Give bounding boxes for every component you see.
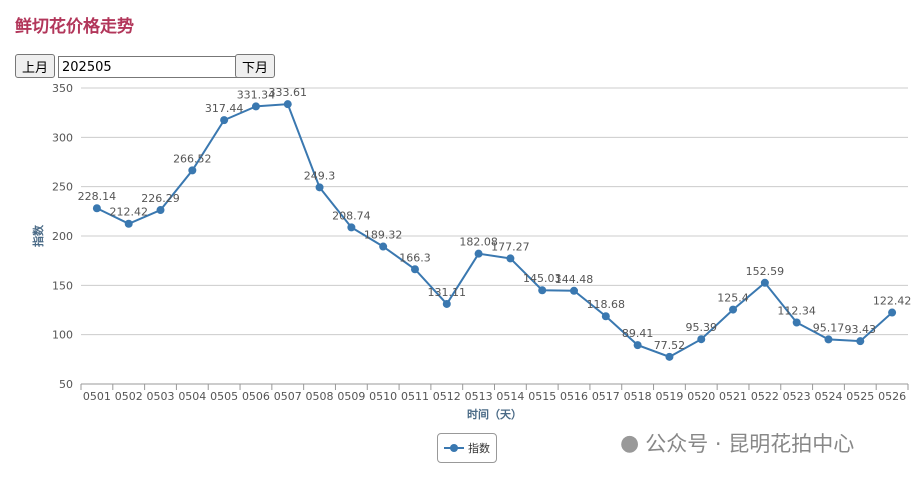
data-point — [665, 352, 674, 361]
x-tick-label: 0501 — [83, 390, 111, 403]
data-label: 189.32 — [364, 229, 403, 242]
data-label: 118.68 — [587, 298, 626, 311]
watermark: ● 公众号 · 昆明花拍中心 — [620, 428, 854, 458]
data-label: 177.27 — [491, 240, 530, 253]
data-point — [633, 341, 642, 350]
data-label: 152.59 — [746, 265, 785, 278]
x-tick-label: 0520 — [687, 390, 715, 403]
data-point — [315, 183, 324, 192]
data-point — [442, 299, 451, 308]
data-point — [697, 335, 706, 344]
data-point — [538, 286, 547, 295]
x-tick-label: 0503 — [147, 390, 175, 403]
x-tick-label: 0508 — [306, 390, 334, 403]
y-axis-label: 指数 — [31, 224, 45, 247]
data-point — [379, 242, 388, 251]
data-label: 317.44 — [205, 102, 244, 115]
y-tick-label: 200 — [52, 230, 73, 243]
data-point — [188, 166, 197, 175]
data-label: 95.39 — [686, 321, 718, 334]
legend-item[interactable]: 指数 — [437, 433, 497, 463]
x-tick-label: 0518 — [624, 390, 652, 403]
data-point — [474, 249, 483, 258]
data-label: 93.43 — [845, 323, 877, 336]
data-label: 95.17 — [813, 321, 845, 334]
x-tick-label: 0522 — [751, 390, 779, 403]
x-tick-label: 0506 — [242, 390, 270, 403]
data-label: 331.34 — [237, 88, 276, 101]
legend-marker-icon — [444, 444, 464, 452]
data-label: 226.29 — [141, 192, 180, 205]
data-label: 144.48 — [555, 273, 594, 286]
x-tick-label: 0509 — [337, 390, 365, 403]
data-label: 145.03 — [523, 272, 562, 285]
data-label: 125.4 — [717, 292, 749, 305]
y-tick-label: 150 — [52, 279, 73, 292]
series-line — [96, 103, 893, 358]
next-month-button[interactable]: 下月 — [235, 54, 276, 78]
page-title: 鲜切花价格走势 — [15, 17, 134, 37]
data-label: 333.61 — [269, 86, 308, 99]
x-tick-label: 0526 — [878, 390, 906, 403]
data-point — [251, 102, 260, 111]
data-point — [729, 305, 738, 314]
x-tick-label: 0511 — [401, 390, 429, 403]
data-label: 182.08 — [459, 236, 498, 249]
y-tick-label: 350 — [52, 82, 73, 95]
data-point — [220, 116, 229, 125]
x-tick-label: 0513 — [465, 390, 493, 403]
data-point — [92, 204, 101, 213]
y-tick-label: 300 — [52, 131, 73, 144]
x-tick-label: 0521 — [719, 390, 747, 403]
data-label: 166.3 — [399, 251, 431, 264]
x-tick-label: 0519 — [655, 390, 683, 403]
x-tick-label: 0514 — [496, 390, 524, 403]
x-axis-label: 时间（天） — [467, 407, 522, 421]
data-point — [824, 335, 833, 344]
data-label: 77.52 — [654, 339, 686, 352]
wechat-icon: ● — [620, 430, 640, 456]
prev-month-button[interactable]: 上月 — [15, 54, 56, 78]
data-label: 249.3 — [304, 169, 336, 182]
x-tick-label: 0524 — [814, 390, 842, 403]
x-tick-label: 0505 — [210, 390, 238, 403]
month-input[interactable] — [58, 56, 238, 78]
x-tick-label: 0517 — [592, 390, 620, 403]
legend-label: 指数 — [468, 442, 490, 455]
y-tick-label: 50 — [59, 378, 73, 391]
data-point — [410, 265, 419, 274]
data-label: 208.74 — [332, 209, 371, 222]
data-point — [347, 223, 356, 232]
watermark-text: 公众号 · 昆明花拍中心 — [645, 432, 855, 456]
x-tick-label: 0512 — [433, 390, 461, 403]
x-tick-label: 0507 — [274, 390, 302, 403]
x-tick-label: 0510 — [369, 390, 397, 403]
x-tick-label: 0502 — [115, 390, 143, 403]
x-tick-label: 0515 — [528, 390, 556, 403]
data-point — [124, 219, 133, 228]
y-tick-label: 100 — [52, 329, 73, 342]
data-point — [506, 254, 515, 263]
data-point — [570, 286, 579, 295]
data-point — [283, 100, 292, 109]
data-point — [856, 337, 865, 346]
x-tick-label: 0504 — [178, 390, 206, 403]
data-label: 266.52 — [173, 152, 212, 165]
x-tick-label: 0525 — [846, 390, 874, 403]
data-label: 89.41 — [622, 327, 654, 340]
data-point — [888, 308, 897, 317]
data-point — [760, 278, 769, 287]
data-label: 112.34 — [777, 304, 816, 317]
data-label: 131.11 — [428, 286, 467, 299]
data-point — [601, 312, 610, 321]
data-point — [156, 206, 165, 215]
x-tick-label: 0523 — [783, 390, 811, 403]
data-label: 212.42 — [109, 206, 148, 219]
data-label: 122.42 — [873, 295, 912, 308]
data-label: 228.14 — [78, 190, 117, 203]
data-point — [792, 318, 801, 327]
x-tick-label: 0516 — [560, 390, 588, 403]
y-tick-label: 250 — [52, 181, 73, 194]
